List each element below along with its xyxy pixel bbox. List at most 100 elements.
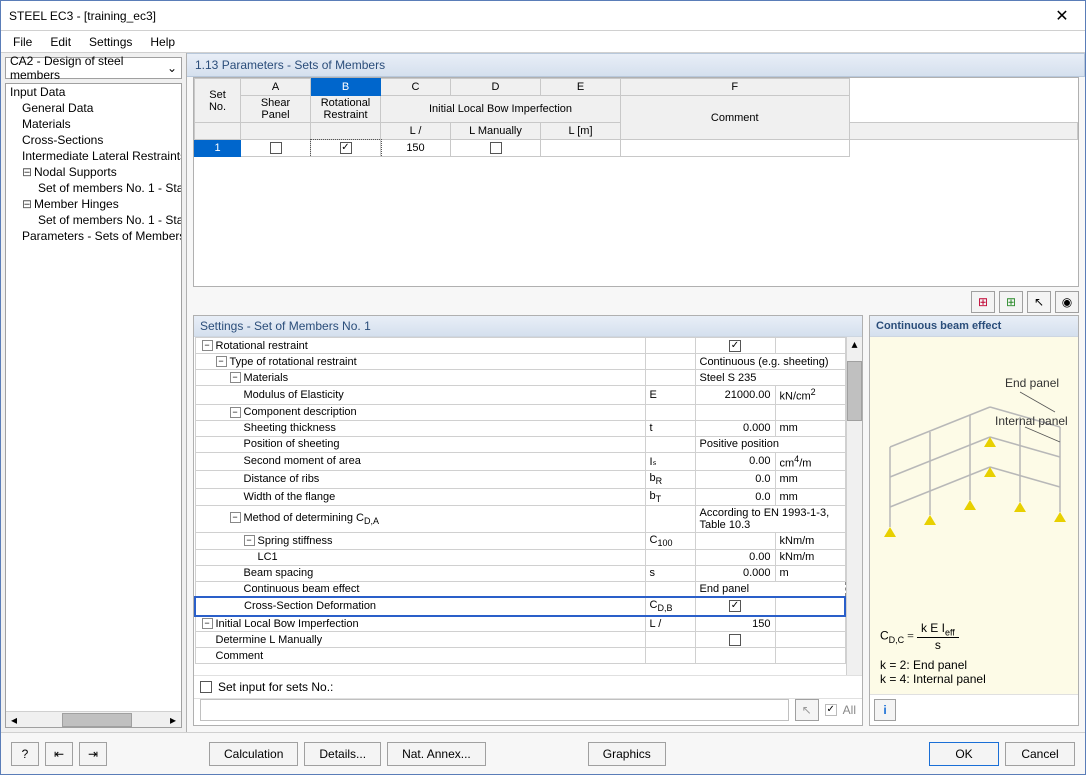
cell-comment[interactable] (621, 140, 850, 157)
cancel-button[interactable]: Cancel (1005, 742, 1075, 766)
parameters-grid[interactable]: Set No. A B C D E F Shear Panel Rotation… (193, 77, 1079, 287)
grid-row-1[interactable]: 1 150 (195, 140, 1078, 157)
tree-member-hinges[interactable]: ⊟Member Hinges (6, 196, 181, 212)
prop-label[interactable]: Continuous beam effect (195, 581, 645, 597)
nat-annex-button[interactable]: Nat. Annex... (387, 742, 486, 766)
set-input-field[interactable] (200, 699, 789, 721)
col-comment[interactable]: Comment (621, 96, 850, 140)
set-input-checkbox[interactable] (200, 681, 212, 693)
prop-label[interactable]: Position of sheeting (195, 436, 645, 452)
col-l-m[interactable]: L [m] (541, 123, 621, 140)
prop-value[interactable]: 21000.00 (695, 386, 775, 405)
cell-shear[interactable] (241, 140, 311, 157)
nav-tree[interactable]: Input Data General Data Materials Cross-… (5, 83, 182, 728)
info-button[interactable]: i (874, 699, 896, 721)
cell-rotational[interactable] (311, 140, 381, 157)
tree-hscrollbar[interactable]: ◂▸ (6, 711, 181, 727)
prop-label[interactable]: Second moment of area (195, 452, 645, 471)
tree-intermediate[interactable]: Intermediate Lateral Restraints (6, 148, 181, 164)
tree-parameters[interactable]: Parameters - Sets of Members (6, 228, 181, 244)
col-l-manual[interactable]: L Manually (451, 123, 541, 140)
ok-button[interactable]: OK (929, 742, 999, 766)
col-D[interactable]: D (451, 79, 541, 96)
prop-label[interactable]: −Spring stiffness (195, 532, 645, 549)
graphics-button[interactable]: Graphics (588, 742, 666, 766)
prop-label[interactable]: −Component description (195, 404, 645, 420)
prop-value[interactable]: 0.00 (695, 452, 775, 471)
calculation-button[interactable]: Calculation (209, 742, 298, 766)
prop-value[interactable]: End panel (695, 581, 845, 597)
prop-value[interactable]: 0.000 (695, 565, 775, 581)
prop-label[interactable]: Comment (195, 648, 645, 664)
details-button[interactable]: Details... (304, 742, 381, 766)
case-selector[interactable]: CA2 - Design of steel members ⌄ (5, 57, 182, 79)
prop-label[interactable]: Modulus of Elasticity (195, 386, 645, 405)
cell-l-manual[interactable] (451, 140, 541, 157)
next-button[interactable]: ⇥ (79, 742, 107, 766)
col-A[interactable]: A (241, 79, 311, 96)
tree-general-data[interactable]: General Data (6, 100, 181, 116)
prop-label[interactable]: Cross-Section Deformation (195, 597, 645, 615)
prop-label[interactable]: −Rotational restraint (195, 338, 645, 354)
prop-value[interactable]: Positive position (695, 436, 845, 452)
col-rotational[interactable]: Rotational Restraint (311, 96, 381, 123)
prop-label[interactable]: −Method of determining CD,A (195, 505, 645, 532)
col-F[interactable]: F (621, 79, 850, 96)
view-button[interactable]: ◉ (1055, 291, 1079, 313)
prop-label[interactable]: Determine L Manually (195, 632, 645, 648)
col-imperfection[interactable]: Initial Local Bow Imperfection (381, 96, 621, 123)
prop-value[interactable] (695, 404, 775, 420)
prop-label[interactable]: Width of the flange (195, 488, 645, 505)
menu-edit[interactable]: Edit (42, 33, 79, 51)
col-set-no[interactable]: Set No. (195, 79, 241, 123)
prop-value[interactable]: 0.000 (695, 420, 775, 436)
col-E[interactable]: E (541, 79, 621, 96)
prop-value[interactable]: Steel S 235 (695, 370, 845, 386)
settings-vscrollbar[interactable]: ▴ (846, 337, 862, 675)
tree-set1a[interactable]: Set of members No. 1 - Sta (6, 180, 181, 196)
menu-help[interactable]: Help (142, 33, 183, 51)
prop-value[interactable] (695, 597, 775, 615)
preview-diagram: End panel Internal panel CD,C = k E Ieff… (870, 337, 1078, 694)
set-input-pick-button[interactable]: ↖ (795, 699, 819, 721)
property-grid[interactable]: −Rotational restraint−Type of rotational… (194, 337, 846, 675)
prop-value[interactable] (695, 338, 775, 354)
cell-l-div[interactable]: 150 (381, 140, 451, 157)
prop-value[interactable] (695, 632, 775, 648)
col-C[interactable]: C (381, 79, 451, 96)
help-button[interactable]: ? (11, 742, 39, 766)
all-checkbox[interactable] (825, 704, 837, 716)
prop-label[interactable]: −Type of rotational restraint (195, 354, 645, 370)
cell-l-m[interactable] (541, 140, 621, 157)
prop-value[interactable] (695, 648, 775, 664)
prop-label[interactable]: LC1 (195, 549, 645, 565)
tree-nodal-supports[interactable]: ⊟Nodal Supports (6, 164, 181, 180)
tree-set1b[interactable]: Set of members No. 1 - Sta (6, 212, 181, 228)
prop-label[interactable]: Distance of ribs (195, 471, 645, 488)
prop-value[interactable] (695, 532, 775, 549)
tree-materials[interactable]: Materials (6, 116, 181, 132)
prop-value[interactable]: 150 (695, 616, 775, 632)
close-icon[interactable]: ✕ (1047, 6, 1077, 26)
prop-value[interactable]: 0.00 (695, 549, 775, 565)
prop-label[interactable]: −Initial Local Bow Imperfection (195, 616, 645, 632)
tree-cross-sections[interactable]: Cross-Sections (6, 132, 181, 148)
export-excel-button[interactable]: ⊞ (971, 291, 995, 313)
menu-settings[interactable]: Settings (81, 33, 140, 51)
pick-button[interactable]: ↖ (1027, 291, 1051, 313)
prop-label[interactable]: Sheeting thickness (195, 420, 645, 436)
col-B[interactable]: B (311, 79, 381, 96)
prop-value[interactable]: 0.0 (695, 471, 775, 488)
menu-file[interactable]: File (5, 33, 40, 51)
prop-value[interactable]: According to EN 1993-1-3, Table 10.3 (695, 505, 845, 532)
prop-label[interactable]: −Materials (195, 370, 645, 386)
prop-label[interactable]: Beam spacing (195, 565, 645, 581)
row-no[interactable]: 1 (195, 140, 241, 157)
prop-value[interactable]: Continuous (e.g. sheeting) (695, 354, 845, 370)
col-shear[interactable]: Shear Panel (241, 96, 311, 123)
tree-input-data[interactable]: Input Data (6, 84, 181, 100)
import-excel-button[interactable]: ⊞ (999, 291, 1023, 313)
col-l-div[interactable]: L / (381, 123, 451, 140)
prev-button[interactable]: ⇤ (45, 742, 73, 766)
prop-value[interactable]: 0.0 (695, 488, 775, 505)
